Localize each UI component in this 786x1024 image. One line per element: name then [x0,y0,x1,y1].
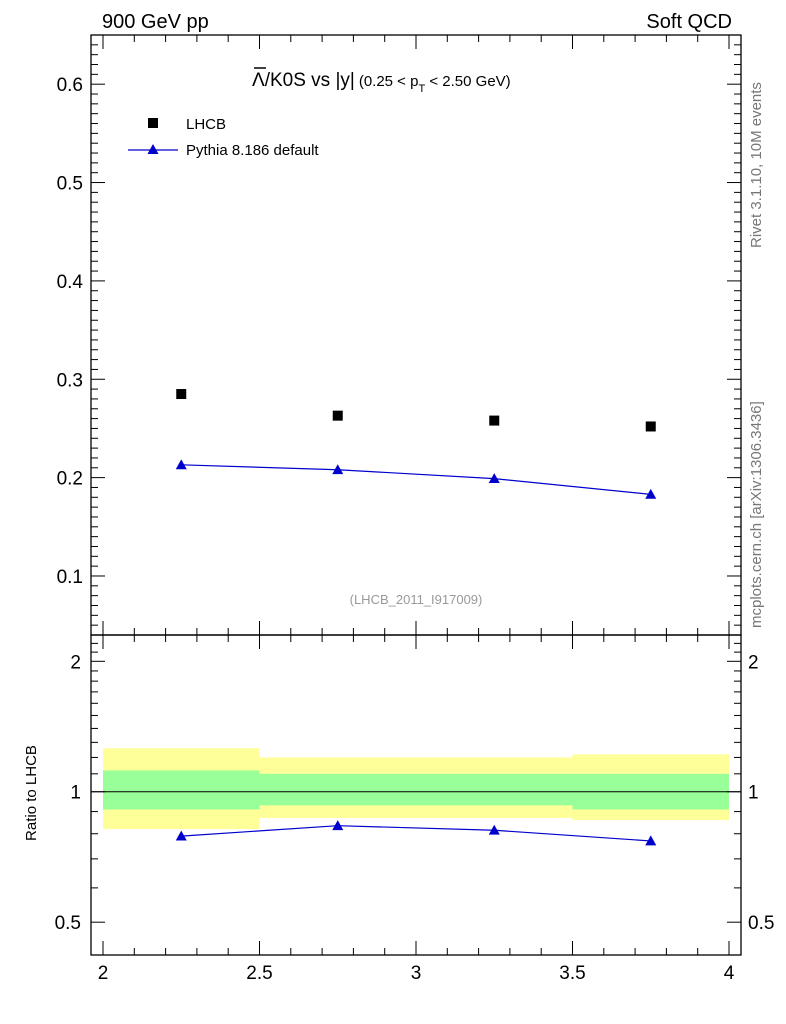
y-tick-label: 0.5 [57,174,83,195]
legend-label-lhcb: LHCB [186,116,226,133]
ratio-y-tick-label: 0.5 [55,913,81,934]
ratio-y-tick-label-right: 1 [748,783,759,804]
ratio-band-inner [259,773,416,806]
x-tick-label: 3.5 [559,963,585,984]
pythia-ratio-point [645,835,657,846]
legend-marker-lhcb [148,118,158,128]
y-tick-label: 0.6 [57,75,83,96]
ratio-panel: 2 2.5 3 3.5 4 0.5 0.5 1 1 2 2 [55,634,774,984]
ratio-y-tick-label-right: 2 [748,652,759,673]
title-text: Λ/K0S vs |y| (0.25 < pT < 2.50 GeV) [252,70,511,95]
title-cut-close: < 2.50 GeV) [425,73,510,90]
x-tick-label: 2.5 [246,963,272,984]
y-tick-label: 0.3 [57,370,83,391]
pythia-point [332,464,344,475]
ratio-y-tick-label: 2 [70,652,81,673]
legend-label-pythia: Pythia 8.186 default [186,142,319,159]
title-lambda: Λ [252,70,265,91]
header-left: 900 GeV pp [102,11,209,33]
x-tick-label: 3 [411,963,422,984]
title-cut-open: (0.25 < p [359,73,419,90]
pythia-ratio-point [175,830,187,841]
pythia-ratio-line [181,825,651,842]
plot-title: Λ/K0S vs |y| (0.25 < pT < 2.50 GeV) [252,67,511,95]
pythia-point [488,473,500,484]
ratio-band-inner [416,773,573,806]
lhcb-data-point [332,410,343,421]
x-tick-label: 2 [98,963,109,984]
x-tick-label: 4 [724,963,735,984]
rivet-label: Rivet 3.1.10, 10M events [748,82,765,248]
pythia-ratio-point [488,824,500,835]
y-tick-label: 0.4 [57,272,84,293]
lhcb-data-point [176,389,187,400]
pythia-point [645,488,657,499]
legend: LHCB Pythia 8.186 default [128,116,319,159]
pythia-line [181,464,651,495]
legend-marker-pythia [147,144,159,154]
title-main: /K0S vs |y| [265,70,355,91]
ratio-band-inner [103,770,260,810]
lhcb-data-point [489,415,500,426]
main-panel: 0.1 0.2 0.3 0.4 0.5 0.6 [57,34,742,636]
ratio-y-tick-label-right: 0.5 [748,913,774,934]
analysis-tag: (LHCB_2011_I917009) [350,592,483,607]
y-tick-label: 0.1 [57,567,83,588]
pythia-ratio-point [332,820,344,831]
ratio-y-tick-label: 1 [70,783,81,804]
header-right: Soft QCD [646,11,732,33]
pythia-point [175,459,187,470]
source-label: mcplots.cern.ch [arXiv:1306.3436] [748,401,765,628]
ratio-y-axis-label: Ratio to LHCB [23,745,40,841]
lhcb-data-point [645,421,656,432]
title-cut-sub: T [418,83,425,95]
y-tick-label: 0.2 [57,469,83,490]
